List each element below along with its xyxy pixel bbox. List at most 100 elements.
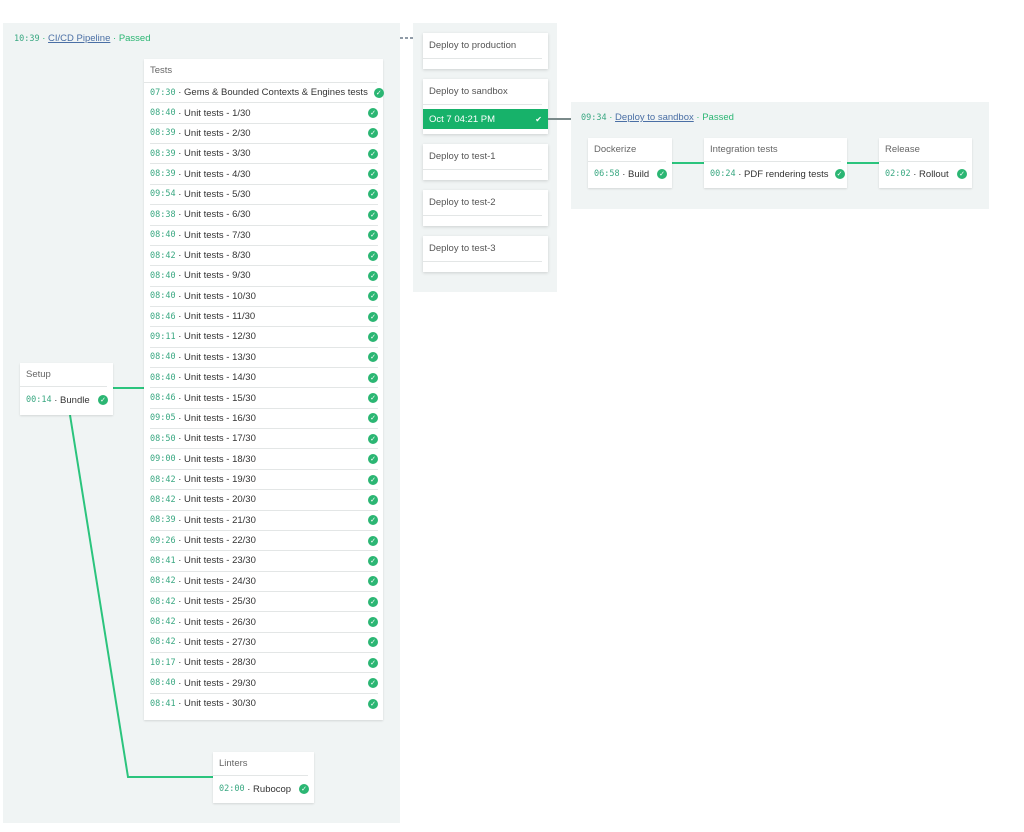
deploy-production[interactable]: Deploy to production xyxy=(423,33,548,69)
check-icon: ✓ xyxy=(368,128,378,139)
check-icon: ✓ xyxy=(368,250,378,261)
check-icon: ✓ xyxy=(368,657,378,668)
deploy-sandbox[interactable]: Deploy to sandbox Oct 7 04:21 PM ✔ xyxy=(423,79,548,134)
deploy-test-2[interactable]: Deploy to test-2 xyxy=(423,190,548,226)
check-icon: ✓ xyxy=(368,311,378,322)
check-icon: ✓ xyxy=(368,209,378,220)
job-rubocop[interactable]: 02:00 · Rubocop ✓ xyxy=(219,776,309,802)
test-job-row[interactable]: 08:39 · Unit tests - 3/30 ✓ xyxy=(150,144,378,165)
connector xyxy=(672,162,704,164)
stage-title: Linters xyxy=(213,752,308,776)
job-rollout[interactable]: 02:02 · Rollout ✓ xyxy=(885,162,967,186)
check-icon: ✓ xyxy=(368,494,378,505)
connector xyxy=(113,387,144,389)
job-build[interactable]: 06:58 · Build ✓ xyxy=(594,162,667,186)
stage-dockerize: Dockerize 06:58 · Build ✓ xyxy=(588,138,672,188)
check-icon: ✓ xyxy=(368,433,378,444)
setup-stage: Setup 00:14 · Bundle ✓ xyxy=(20,363,113,415)
check-icon: ✓ xyxy=(368,413,378,424)
check-icon: ✓ xyxy=(368,698,378,709)
test-job-row[interactable]: 08:42 · Unit tests - 19/30 ✓ xyxy=(150,470,378,491)
test-job-row[interactable]: 09:00 · Unit tests - 18/30 ✓ xyxy=(150,449,378,470)
job-bundle[interactable]: 00:14 · Bundle ✓ xyxy=(26,387,108,413)
test-job-row[interactable]: 08:42 · Unit tests - 25/30 ✓ xyxy=(150,592,378,613)
check-icon: ✓ xyxy=(368,352,378,363)
test-job-row[interactable]: 10:17 · Unit tests - 28/30 ✓ xyxy=(150,653,378,674)
linters-stage: Linters 02:00 · Rubocop ✓ xyxy=(213,752,314,803)
check-icon: ✓ xyxy=(957,169,967,179)
connector-setup-linters xyxy=(69,414,213,778)
stage-release: Release 02:02 · Rollout ✓ xyxy=(879,138,972,188)
test-job-row[interactable]: 08:41 · Unit tests - 23/30 ✓ xyxy=(150,551,378,572)
check-icon: ✓ xyxy=(368,535,378,546)
check-icon: ✓ xyxy=(368,474,378,485)
stage-integration-tests: Integration tests 00:24 · PDF rendering … xyxy=(704,138,847,188)
test-job-row[interactable]: 08:39 · Unit tests - 21/30 ✓ xyxy=(150,511,378,531)
check-icon: ✓ xyxy=(98,395,108,405)
check-icon: ✓ xyxy=(368,291,378,302)
tests-job-list: 07:30 · Gems & Bounded Contexts & Engine… xyxy=(144,83,384,714)
test-job-row[interactable]: 09:54 · Unit tests - 5/30 ✓ xyxy=(150,185,378,206)
job-pdf-rendering-tests[interactable]: 00:24 · PDF rendering tests ✓ xyxy=(710,162,845,186)
test-job-row[interactable]: 08:42 · Unit tests - 27/30 ✓ xyxy=(150,633,378,654)
test-job-row[interactable]: 09:11 · Unit tests - 12/30 ✓ xyxy=(150,327,378,348)
test-job-row[interactable]: 08:46 · Unit tests - 15/30 ✓ xyxy=(150,388,378,409)
check-icon: ✓ xyxy=(368,515,378,526)
connector xyxy=(847,162,879,164)
tests-stage: Tests 07:30 · Gems & Bounded Contexts & … xyxy=(144,59,384,720)
check-icon: ✓ xyxy=(368,372,378,383)
test-job-row[interactable]: 08:40 · Unit tests - 14/30 ✓ xyxy=(150,368,378,389)
sandbox-title: 09:34 · Deploy to sandbox · Passed xyxy=(581,112,734,123)
check-icon: ✓ xyxy=(368,678,378,689)
test-job-row[interactable]: 08:46 · Unit tests - 11/30 ✓ xyxy=(150,307,378,328)
check-icon: ✓ xyxy=(368,617,378,628)
check-icon: ✓ xyxy=(368,454,378,465)
test-job-row[interactable]: 08:39 · Unit tests - 2/30 ✓ xyxy=(150,124,378,145)
test-job-row[interactable]: 08:40 · Unit tests - 10/30 ✓ xyxy=(150,287,378,307)
check-icon: ✓ xyxy=(368,576,378,587)
test-job-row[interactable]: 08:40 · Unit tests - 29/30 ✓ xyxy=(150,673,378,694)
check-icon: ✓ xyxy=(368,331,378,342)
connector xyxy=(548,118,571,120)
sandbox-run-button[interactable]: Oct 7 04:21 PM ✔ xyxy=(423,109,548,129)
check-icon: ✓ xyxy=(368,270,378,281)
check-icon: ✓ xyxy=(368,637,378,648)
test-job-row[interactable]: 08:39 · Unit tests - 4/30 ✓ xyxy=(150,164,378,185)
pipeline-link[interactable]: CI/CD Pipeline xyxy=(48,33,111,44)
check-icon: ✓ xyxy=(368,555,378,566)
test-job-row[interactable]: 09:26 · Unit tests - 22/30 ✓ xyxy=(150,531,378,552)
stage-title: Tests xyxy=(144,59,377,83)
sandbox-link[interactable]: Deploy to sandbox xyxy=(615,112,694,123)
test-job-row[interactable]: 08:42 · Unit tests - 8/30 ✓ xyxy=(150,246,378,267)
test-job-row[interactable]: 08:40 · Unit tests - 7/30 ✓ xyxy=(150,226,378,246)
test-job-row[interactable]: 08:40 · Unit tests - 9/30 ✓ xyxy=(150,266,378,287)
check-icon: ✓ xyxy=(368,393,378,404)
test-job-row[interactable]: 09:05 · Unit tests - 16/30 ✓ xyxy=(150,409,378,430)
stage-title: Setup xyxy=(20,363,107,387)
test-job-row[interactable]: 07:30 · Gems & Bounded Contexts & Engine… xyxy=(150,83,384,104)
check-icon: ✓ xyxy=(368,189,378,200)
pipeline-status: Passed xyxy=(118,33,151,44)
check-icon: ✓ xyxy=(368,596,378,607)
check-icon: ✔ xyxy=(535,114,542,124)
test-job-row[interactable]: 08:38 · Unit tests - 6/30 ✓ xyxy=(150,205,378,226)
deploy-test-1[interactable]: Deploy to test-1 xyxy=(423,144,548,180)
check-icon: ✓ xyxy=(368,169,378,180)
dashed-connector xyxy=(400,37,414,39)
test-job-row[interactable]: 08:42 · Unit tests - 20/30 ✓ xyxy=(150,490,378,511)
check-icon: ✓ xyxy=(373,87,384,98)
test-job-row[interactable]: 08:42 · Unit tests - 24/30 ✓ xyxy=(150,572,378,592)
check-icon: ✓ xyxy=(368,148,378,159)
test-job-row[interactable]: 08:40 · Unit tests - 13/30 ✓ xyxy=(150,348,378,369)
test-job-row[interactable]: 08:40 · Unit tests - 1/30 ✓ xyxy=(150,103,378,124)
check-icon: ✓ xyxy=(657,169,667,179)
check-icon: ✓ xyxy=(299,784,309,794)
pipeline-title: 10:39 · CI/CD Pipeline · Passed xyxy=(14,33,151,44)
test-job-row[interactable]: 08:41 · Unit tests - 30/30 ✓ xyxy=(150,694,378,714)
deploy-test-3[interactable]: Deploy to test-3 xyxy=(423,236,548,272)
test-job-row[interactable]: 08:42 · Unit tests - 26/30 ✓ xyxy=(150,612,378,633)
check-icon: ✓ xyxy=(834,169,845,179)
check-icon: ✓ xyxy=(368,230,378,241)
check-icon: ✓ xyxy=(368,108,378,119)
test-job-row[interactable]: 08:50 · Unit tests - 17/30 ✓ xyxy=(150,429,378,450)
